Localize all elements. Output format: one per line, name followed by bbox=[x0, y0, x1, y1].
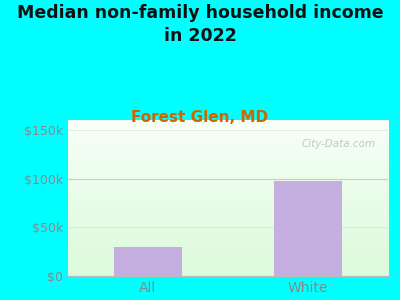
Text: Median non-family household income
in 2022: Median non-family household income in 20… bbox=[17, 4, 383, 45]
Text: Forest Glen, MD: Forest Glen, MD bbox=[132, 110, 268, 124]
Text: City-Data.com: City-Data.com bbox=[301, 139, 375, 149]
Bar bbox=[114, 247, 182, 276]
Bar bbox=[274, 182, 342, 276]
